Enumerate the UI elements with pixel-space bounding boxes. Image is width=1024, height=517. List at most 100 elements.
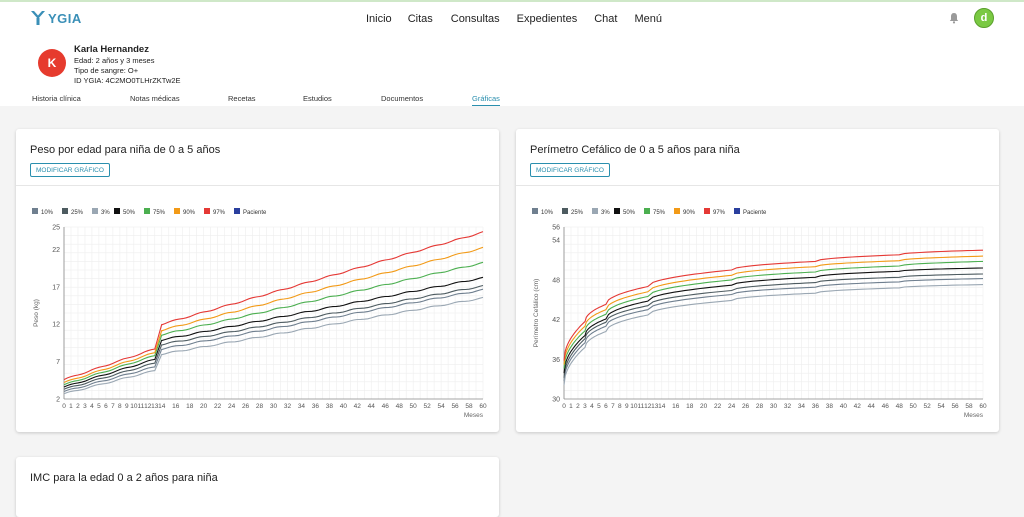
x-tick-label: 4 bbox=[590, 403, 594, 410]
nav-inicio[interactable]: Inicio bbox=[366, 13, 392, 25]
modify-chart-button[interactable]: MODIFICAR GRÁFICO bbox=[30, 163, 110, 177]
legend-item-97p[interactable]: 97% bbox=[204, 208, 226, 216]
legend-item-50p[interactable]: 50% bbox=[114, 208, 136, 216]
legend-swatch bbox=[734, 208, 740, 214]
series-line-90p bbox=[63, 246, 484, 384]
series-line-10p bbox=[63, 288, 484, 393]
x-tick-label: 2 bbox=[76, 403, 80, 410]
x-tick-label: 38 bbox=[826, 403, 834, 410]
series-line-50p bbox=[63, 276, 484, 388]
legend-item-paciente[interactable]: Paciente bbox=[234, 208, 267, 216]
x-axis-label: Meses bbox=[964, 412, 984, 419]
x-tick-label: 14 bbox=[658, 403, 666, 410]
legend-item-97p[interactable]: 97% bbox=[704, 208, 726, 216]
nav-citas[interactable]: Citas bbox=[407, 13, 433, 25]
x-tick-label: 24 bbox=[728, 403, 736, 410]
y-tick-label: 7 bbox=[56, 359, 60, 366]
card-divider bbox=[516, 185, 999, 186]
x-tick-label: 7 bbox=[611, 403, 615, 410]
legend-item-10p[interactable]: 10% bbox=[532, 208, 554, 216]
y-axis-label: Perímetro Cefálico (cm) bbox=[533, 279, 540, 348]
nav-consultas[interactable]: Consultas bbox=[450, 13, 500, 25]
user-avatar[interactable]: d bbox=[974, 8, 994, 28]
x-tick-label: 13 bbox=[151, 403, 159, 410]
legend-item-90p[interactable]: 90% bbox=[174, 208, 196, 216]
y-tick-label: 48 bbox=[552, 277, 560, 284]
x-tick-label: 8 bbox=[118, 403, 122, 410]
x-tick-label: 7 bbox=[111, 403, 115, 410]
legend-item-50p[interactable]: 50% bbox=[614, 208, 636, 216]
x-tick-label: 16 bbox=[172, 403, 180, 410]
nav-chat[interactable]: Chat bbox=[594, 13, 618, 25]
x-tick-label: 60 bbox=[479, 403, 487, 410]
tab-historia-clinica[interactable]: Historia clínica bbox=[32, 94, 81, 103]
x-tick-label: 4 bbox=[90, 403, 94, 410]
legend-swatch bbox=[674, 208, 680, 214]
weight-chart-card: Peso por edad para niña de 0 a 5 años MO… bbox=[16, 129, 499, 432]
bmi-chart-card: IMC para la edad 0 a 2 años para niña bbox=[16, 457, 499, 517]
x-tick-label: 56 bbox=[951, 403, 959, 410]
x-tick-label: 50 bbox=[910, 403, 918, 410]
legend-item-10p[interactable]: 10% bbox=[32, 208, 54, 216]
x-tick-label: 32 bbox=[284, 403, 292, 410]
x-tick-label: 11 bbox=[137, 403, 144, 410]
legend-item-25p[interactable]: 25% bbox=[562, 208, 584, 216]
patient-id: ID YGIA: 4C2MO0TLHrZKTw2E bbox=[74, 76, 181, 85]
patient-blood-type: Tipo de sangre: O+ bbox=[74, 66, 139, 75]
legend-label: 97% bbox=[213, 210, 226, 216]
legend-label: Paciente bbox=[743, 210, 767, 216]
tab-estudios[interactable]: Estudios bbox=[303, 94, 332, 103]
tab-documentos[interactable]: Documentos bbox=[381, 94, 424, 103]
y-tick-label: 25 bbox=[52, 225, 60, 232]
legend-label: 10% bbox=[541, 210, 554, 216]
nav-expedientes[interactable]: Expedientes bbox=[516, 13, 578, 25]
series-line-3p bbox=[563, 284, 984, 386]
legend-label: 90% bbox=[683, 210, 696, 216]
tab-graficas[interactable]: Gráficas bbox=[472, 94, 500, 106]
x-tick-label: 44 bbox=[368, 403, 376, 410]
legend-item-75p[interactable]: 75% bbox=[144, 208, 166, 216]
y-tick-label: 56 bbox=[552, 225, 560, 232]
tab-notas-medicas[interactable]: Notas médicas bbox=[130, 94, 180, 103]
x-tick-label: 1 bbox=[569, 403, 573, 410]
legend-swatch bbox=[144, 208, 150, 214]
x-tick-label: 14 bbox=[158, 403, 166, 410]
nav-menu[interactable]: Menú bbox=[634, 13, 662, 25]
legend-label: 25% bbox=[571, 210, 584, 216]
head-circumference-chart: 10% 25% 3% 50% 75% 90% 97% Paciente303642485456… bbox=[532, 208, 987, 419]
patient-age: Edad: 2 años y 3 meses bbox=[74, 56, 155, 65]
x-tick-label: 50 bbox=[410, 403, 418, 410]
x-tick-label: 5 bbox=[97, 403, 101, 410]
legend-item-90p[interactable]: 90% bbox=[674, 208, 696, 216]
y-tick-label: 22 bbox=[52, 247, 60, 254]
legend-item-25p[interactable]: 25% bbox=[62, 208, 84, 216]
legend-item-75p[interactable]: 75% bbox=[644, 208, 666, 216]
x-tick-label: 46 bbox=[382, 403, 390, 410]
x-tick-label: 26 bbox=[742, 403, 750, 410]
x-tick-label: 46 bbox=[882, 403, 890, 410]
legend-label: 97% bbox=[713, 210, 726, 216]
tab-recetas[interactable]: Recetas bbox=[228, 94, 256, 103]
x-tick-label: 1 bbox=[69, 403, 73, 410]
legend-label: 90% bbox=[183, 210, 196, 216]
modify-chart-button[interactable]: MODIFICAR GRÁFICO bbox=[530, 163, 610, 177]
legend-swatch bbox=[174, 208, 180, 214]
x-tick-label: 52 bbox=[424, 403, 432, 410]
x-tick-label: 36 bbox=[312, 403, 320, 410]
bell-icon[interactable] bbox=[948, 12, 960, 24]
x-tick-label: 40 bbox=[840, 403, 848, 410]
legend-item-3p[interactable]: 3% bbox=[92, 208, 110, 216]
legend-swatch bbox=[644, 208, 650, 214]
legend-swatch bbox=[592, 208, 598, 214]
app-logo[interactable]: YGIA bbox=[30, 10, 82, 26]
x-tick-label: 3 bbox=[83, 403, 87, 410]
legend-item-paciente[interactable]: Paciente bbox=[734, 208, 767, 216]
x-tick-label: 26 bbox=[242, 403, 250, 410]
x-tick-label: 5 bbox=[597, 403, 601, 410]
x-tick-label: 20 bbox=[200, 403, 208, 410]
legend-item-3p[interactable]: 3% bbox=[592, 208, 610, 216]
legend-label: Paciente bbox=[243, 210, 267, 216]
legend-label: 25% bbox=[71, 210, 84, 216]
x-tick-label: 54 bbox=[937, 403, 945, 410]
